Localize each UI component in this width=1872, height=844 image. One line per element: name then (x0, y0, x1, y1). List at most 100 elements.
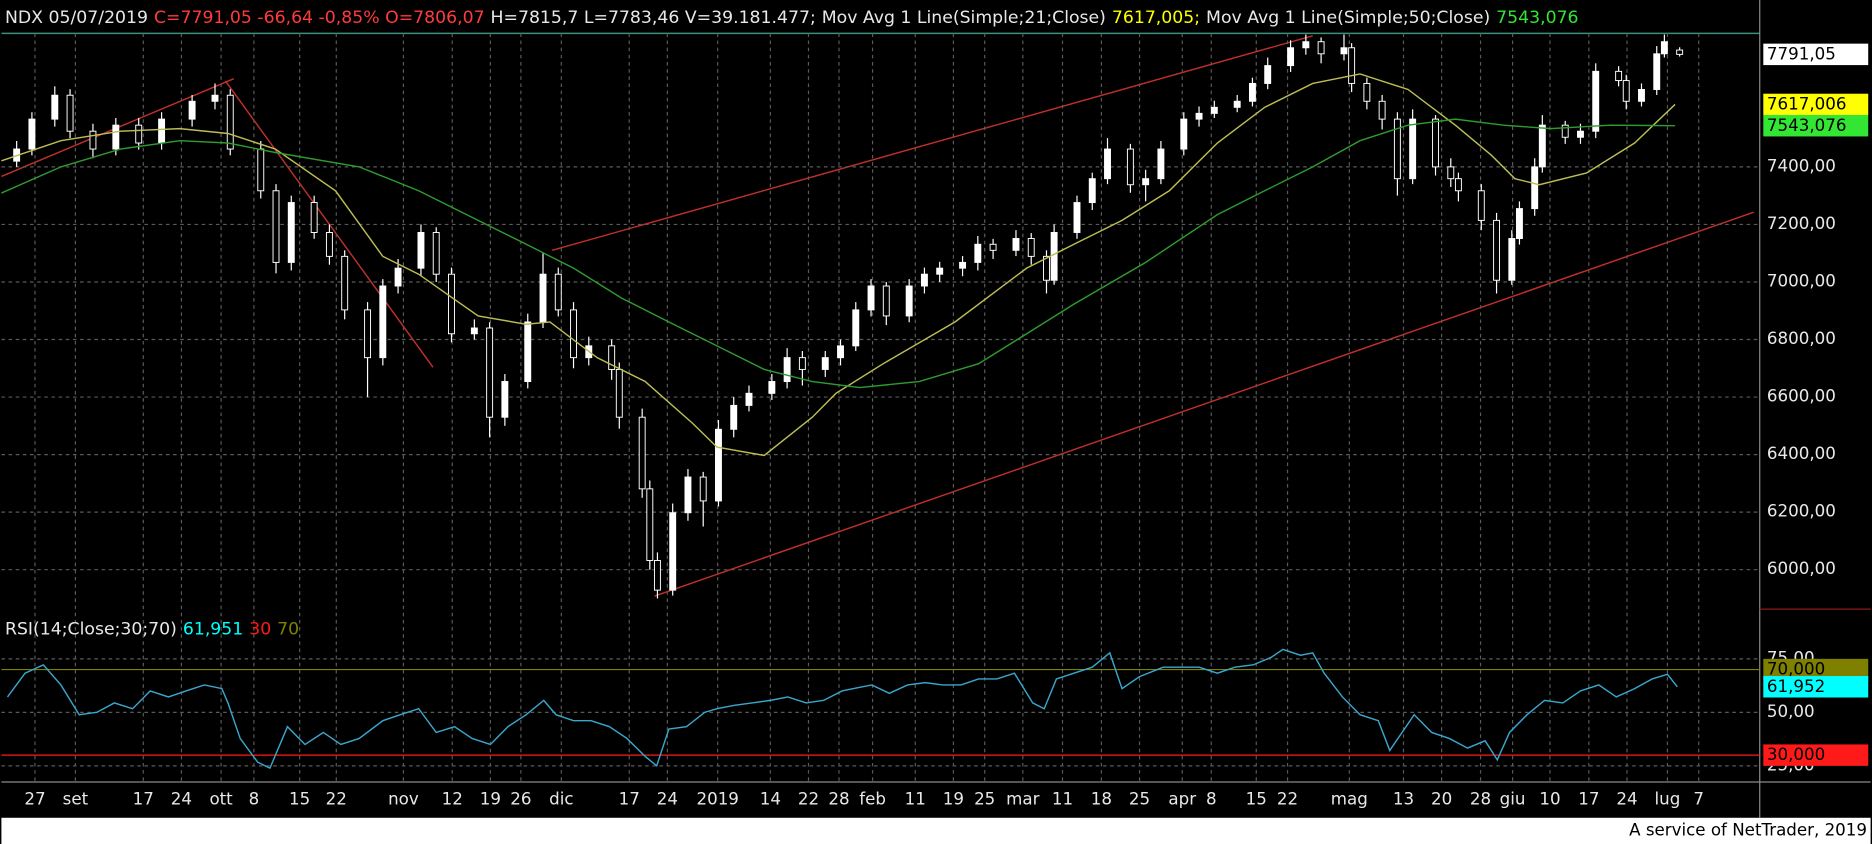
candle-body (539, 273, 547, 323)
candle-body (1653, 53, 1661, 90)
candle-body (1592, 70, 1600, 132)
candle-body (1027, 238, 1035, 257)
x-tick-label: set (63, 789, 89, 808)
series-line (1, 118, 1676, 389)
candle-body (974, 243, 982, 263)
x-tick-label: mar (1006, 789, 1039, 808)
candle-body (1660, 41, 1668, 55)
candle-body (310, 202, 318, 233)
candle-body (1363, 82, 1371, 102)
x-tick-label: 11 (905, 789, 926, 808)
candle-body (768, 381, 776, 394)
last-price-tag-box (1763, 43, 1869, 66)
x-tick-label: 17 (133, 789, 154, 808)
x-tick-label: mag (1331, 789, 1368, 808)
candle-body (1210, 106, 1218, 114)
x-tick-label: 15 (289, 789, 310, 808)
candle-body (1508, 238, 1516, 281)
candle-body (1561, 124, 1569, 138)
candle-body (745, 392, 753, 406)
legend-entry: Mov Avg 1 Line(Simple;50;Close) (1206, 8, 1490, 28)
y-tick-label: 7200,00 (1767, 214, 1836, 233)
candle-body (1157, 148, 1165, 180)
indicator-title: RSI(14;Close;30;70) 61,951 30 70 (5, 619, 299, 639)
candle-body (1264, 65, 1272, 84)
tags-layer: 6000,00 6200,00 6400,00 6600,00 6800,00 7000,… (5, 8, 1869, 808)
candle-body (699, 476, 707, 502)
x-tick-label: 17 (1578, 789, 1599, 808)
x-tick-label: 22 (798, 789, 819, 808)
x-tick-label: 19 (480, 789, 501, 808)
x-tick-label: 25 (1129, 789, 1150, 808)
candle-body (432, 232, 440, 275)
header-quote: C=7791,05 -66,64 -0,85% O=7806,07 (154, 8, 485, 28)
y-tick-label: 6600,00 (1767, 387, 1836, 406)
y-tick-label: 7000,00 (1767, 271, 1836, 290)
x-tick-label: 18 (1091, 789, 1112, 808)
candle-body (638, 416, 646, 490)
header-ohlv: H=7815,7 L=7783,46 V=39.181.477; (491, 8, 816, 28)
series-tag-box (1763, 93, 1869, 116)
candle-body (1180, 118, 1188, 150)
indicator-level: 30 (249, 619, 271, 639)
level-tag-box (1763, 744, 1869, 766)
candle-body (1577, 130, 1584, 138)
candle-body (554, 273, 562, 311)
x-tick-label: 11 (1052, 789, 1073, 808)
header-symbol: NDX 05/07/2019 (5, 8, 148, 28)
candle-body (1043, 255, 1050, 281)
x-tick-label: 17 (619, 789, 640, 808)
candle-body (669, 512, 677, 591)
candle-body (325, 232, 333, 257)
x-tick-label: giu (1500, 789, 1526, 808)
indicator-value: 61,951 (183, 619, 243, 639)
candle-body (1012, 238, 1020, 251)
candle-body (364, 309, 372, 359)
candle-body (936, 267, 944, 275)
candle-body (905, 285, 913, 317)
y-tick-label: 6200,00 (1767, 502, 1836, 521)
candle-body (1126, 148, 1134, 186)
x-tick-label: nov (388, 789, 419, 808)
y-tick-label: 6400,00 (1767, 444, 1836, 463)
x-tick-label: ott (209, 789, 233, 808)
candle-body (821, 357, 829, 370)
candle-body (684, 476, 692, 514)
candle-body (1317, 41, 1325, 55)
series-tag-box (1763, 114, 1869, 137)
candle-body (66, 94, 74, 132)
x-tick-label: 25 (974, 789, 995, 808)
x-tick-label: 10 (1539, 789, 1560, 808)
candle-body (920, 273, 928, 287)
x-tick-label: 12 (442, 789, 463, 808)
candle-body (1050, 232, 1058, 281)
candle-body (51, 94, 59, 120)
legend-entry: Mov Avg 1 Line(Simple;21;Close) (822, 8, 1106, 28)
x-tick-label: 8 (1206, 789, 1217, 808)
candle-body (730, 404, 738, 430)
x-tick-label: feb (859, 789, 886, 808)
candle-body (486, 327, 494, 418)
candle-body (1477, 190, 1485, 221)
candle-body (1615, 70, 1623, 82)
candle-body (394, 267, 402, 287)
series-tag: 7617,006 (1767, 95, 1847, 114)
candle-body (1073, 202, 1081, 233)
candle-body (1447, 166, 1455, 180)
series-tag-box (1763, 676, 1869, 698)
x-tick-label: apr (1168, 789, 1196, 808)
candle-body (158, 118, 166, 144)
x-tick-label: 24 (1616, 789, 1637, 808)
candle-body (28, 118, 36, 150)
candle-body (653, 560, 661, 591)
y-tick-label: 6800,00 (1767, 329, 1836, 348)
candle-body (524, 321, 532, 383)
candle-body (272, 190, 280, 263)
candle-body (448, 273, 455, 335)
last-price-tag: 7791,05 (1767, 44, 1836, 63)
footer-text: A service of NetTrader, 2019 (1629, 820, 1867, 839)
candle-body (1393, 118, 1401, 180)
series-tag: 7543,076 (1767, 116, 1847, 135)
candle-body (959, 261, 967, 269)
